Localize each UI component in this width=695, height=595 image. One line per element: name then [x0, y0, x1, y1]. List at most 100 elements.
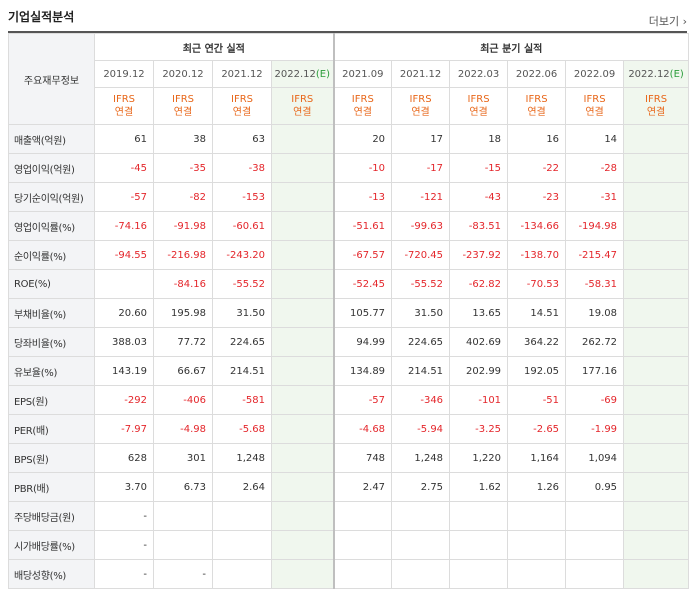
- table-cell: -52.45: [332, 269, 393, 299]
- table-cell: [270, 385, 335, 415]
- period-label: 2022.12: [274, 68, 316, 80]
- table-row: ROE(%) -84.16 -55.52 -52.45 -55.52 -62.82 -70.…: [8, 269, 690, 299]
- accounting-top: IFRS: [351, 94, 374, 105]
- table-row: 매출액(억원) 61 38 63 20 17 18 16 14: [8, 124, 690, 154]
- table-cell: 143.19: [94, 356, 154, 386]
- table-cell: [623, 443, 690, 473]
- row-label: 당좌비율(%): [8, 327, 95, 357]
- table-cell: -: [153, 559, 213, 589]
- table-cell: 17: [391, 124, 451, 154]
- table-cell: 14: [565, 124, 625, 154]
- row-label: 시가배당률(%): [8, 530, 95, 560]
- table-cell: [270, 269, 335, 299]
- table-row: 주당배당금(원) -: [8, 501, 690, 531]
- period-label: 2021.12: [221, 68, 263, 80]
- table-cell: 195.98: [153, 298, 213, 328]
- estimate-tag: (E): [315, 68, 331, 80]
- row-label: 영업이익률(%): [8, 211, 95, 241]
- table-cell: [270, 182, 335, 212]
- period-header: 2022.12(E): [270, 60, 335, 88]
- table-cell: [332, 501, 393, 531]
- table-cell: 1,248: [212, 443, 272, 473]
- table-cell: -: [94, 530, 154, 560]
- estimate-tag: (E): [669, 68, 684, 80]
- table-cell: -62.82: [449, 269, 509, 299]
- table-cell: [270, 356, 335, 386]
- table-cell: [212, 530, 272, 560]
- more-link[interactable]: 더보기 ›: [649, 13, 687, 29]
- table-cell: -3.25: [449, 414, 509, 444]
- table-cell: [270, 327, 335, 357]
- table-cell: [623, 298, 690, 328]
- table-cell: -38: [212, 153, 272, 183]
- period-label: 2022.03: [457, 68, 500, 80]
- table-cell: 1.62: [449, 472, 509, 502]
- accounting-standard: IFRS 연결: [212, 87, 272, 125]
- table-cell: -7.97: [94, 414, 154, 444]
- table-row: 당기순이익(억원) -57 -82 -153 -13 -121 -43 -23 -31: [8, 182, 690, 212]
- period-header: 2021.12: [212, 60, 272, 88]
- table-cell: 20.60: [94, 298, 154, 328]
- accounting-standard: IFRS 연결: [507, 87, 567, 125]
- table-cell: -57: [94, 182, 154, 212]
- accounting-bottom: 연결: [232, 107, 252, 118]
- table-cell: [270, 559, 335, 589]
- table-row: EPS(원) -292 -406 -581 -57 -346 -101 -51 -69: [8, 385, 690, 415]
- accounting-bottom: 연결: [173, 107, 193, 118]
- table-cell: -121: [391, 182, 451, 212]
- table-cell: 301: [153, 443, 213, 473]
- table-cell: [623, 356, 690, 386]
- table-cell: [623, 414, 690, 444]
- table-cell: -4.68: [332, 414, 393, 444]
- table-cell: -720.45: [391, 240, 451, 270]
- table-cell: 66.67: [153, 356, 213, 386]
- table-cell: -43: [449, 182, 509, 212]
- accounting-bottom: 연결: [114, 107, 134, 118]
- table-cell: [391, 559, 451, 589]
- table-cell: -91.98: [153, 211, 213, 241]
- annual-group-header: 최근 연간 실적: [93, 33, 335, 61]
- table-cell: 2.47: [332, 472, 393, 502]
- table-cell: [94, 269, 154, 299]
- table-cell: [623, 472, 690, 502]
- table-cell: -216.98: [153, 240, 213, 270]
- table-cell: 214.51: [212, 356, 272, 386]
- table-cell: [270, 153, 335, 183]
- table-cell: [270, 443, 335, 473]
- table-cell: -13: [332, 182, 393, 212]
- table-cell: -82: [153, 182, 213, 212]
- table-cell: [623, 501, 690, 531]
- table-cell: 134.89: [332, 356, 393, 386]
- table-cell: -31: [565, 182, 625, 212]
- accounting-standard: IFRS 연결: [449, 87, 509, 125]
- more-label[interactable]: 더보기: [648, 15, 680, 28]
- top-divider: [8, 31, 687, 33]
- table-cell: [623, 240, 690, 270]
- accounting-bottom: 연결: [646, 107, 666, 118]
- table-cell: [153, 501, 213, 531]
- table-cell: [391, 501, 451, 531]
- accounting-top: IFRS: [291, 94, 314, 105]
- table-cell: 262.72: [565, 327, 625, 357]
- table-cell: 1,164: [507, 443, 567, 473]
- table-cell: -15: [449, 153, 509, 183]
- table-cell: 214.51: [391, 356, 451, 386]
- table-cell: -69: [565, 385, 625, 415]
- table-cell: -581: [212, 385, 272, 415]
- table-cell: -55.52: [391, 269, 451, 299]
- accounting-standard: IFRS 연결: [391, 87, 451, 125]
- table-cell: [212, 501, 272, 531]
- accounting-bottom: 연결: [411, 107, 430, 118]
- table-cell: [623, 559, 690, 589]
- table-cell: 16: [507, 124, 567, 154]
- row-label: PBR(배): [8, 472, 95, 502]
- table-cell: -237.92: [449, 240, 509, 270]
- table-cell: -: [94, 501, 154, 531]
- row-label: 매출액(억원): [8, 124, 95, 154]
- financial-table: 주요재무정보 최근 연간 실적 최근 분기 실적 2019.12 2020.12 2…: [8, 33, 690, 589]
- section-title: 기업실적분석: [8, 10, 75, 24]
- row-label: 유보율(%): [8, 356, 95, 386]
- table-row: 유보율(%) 143.19 66.67 214.51 134.89 214.51 202.9…: [8, 356, 690, 386]
- table-cell: -5.94: [391, 414, 451, 444]
- table-cell: -99.63: [391, 211, 451, 241]
